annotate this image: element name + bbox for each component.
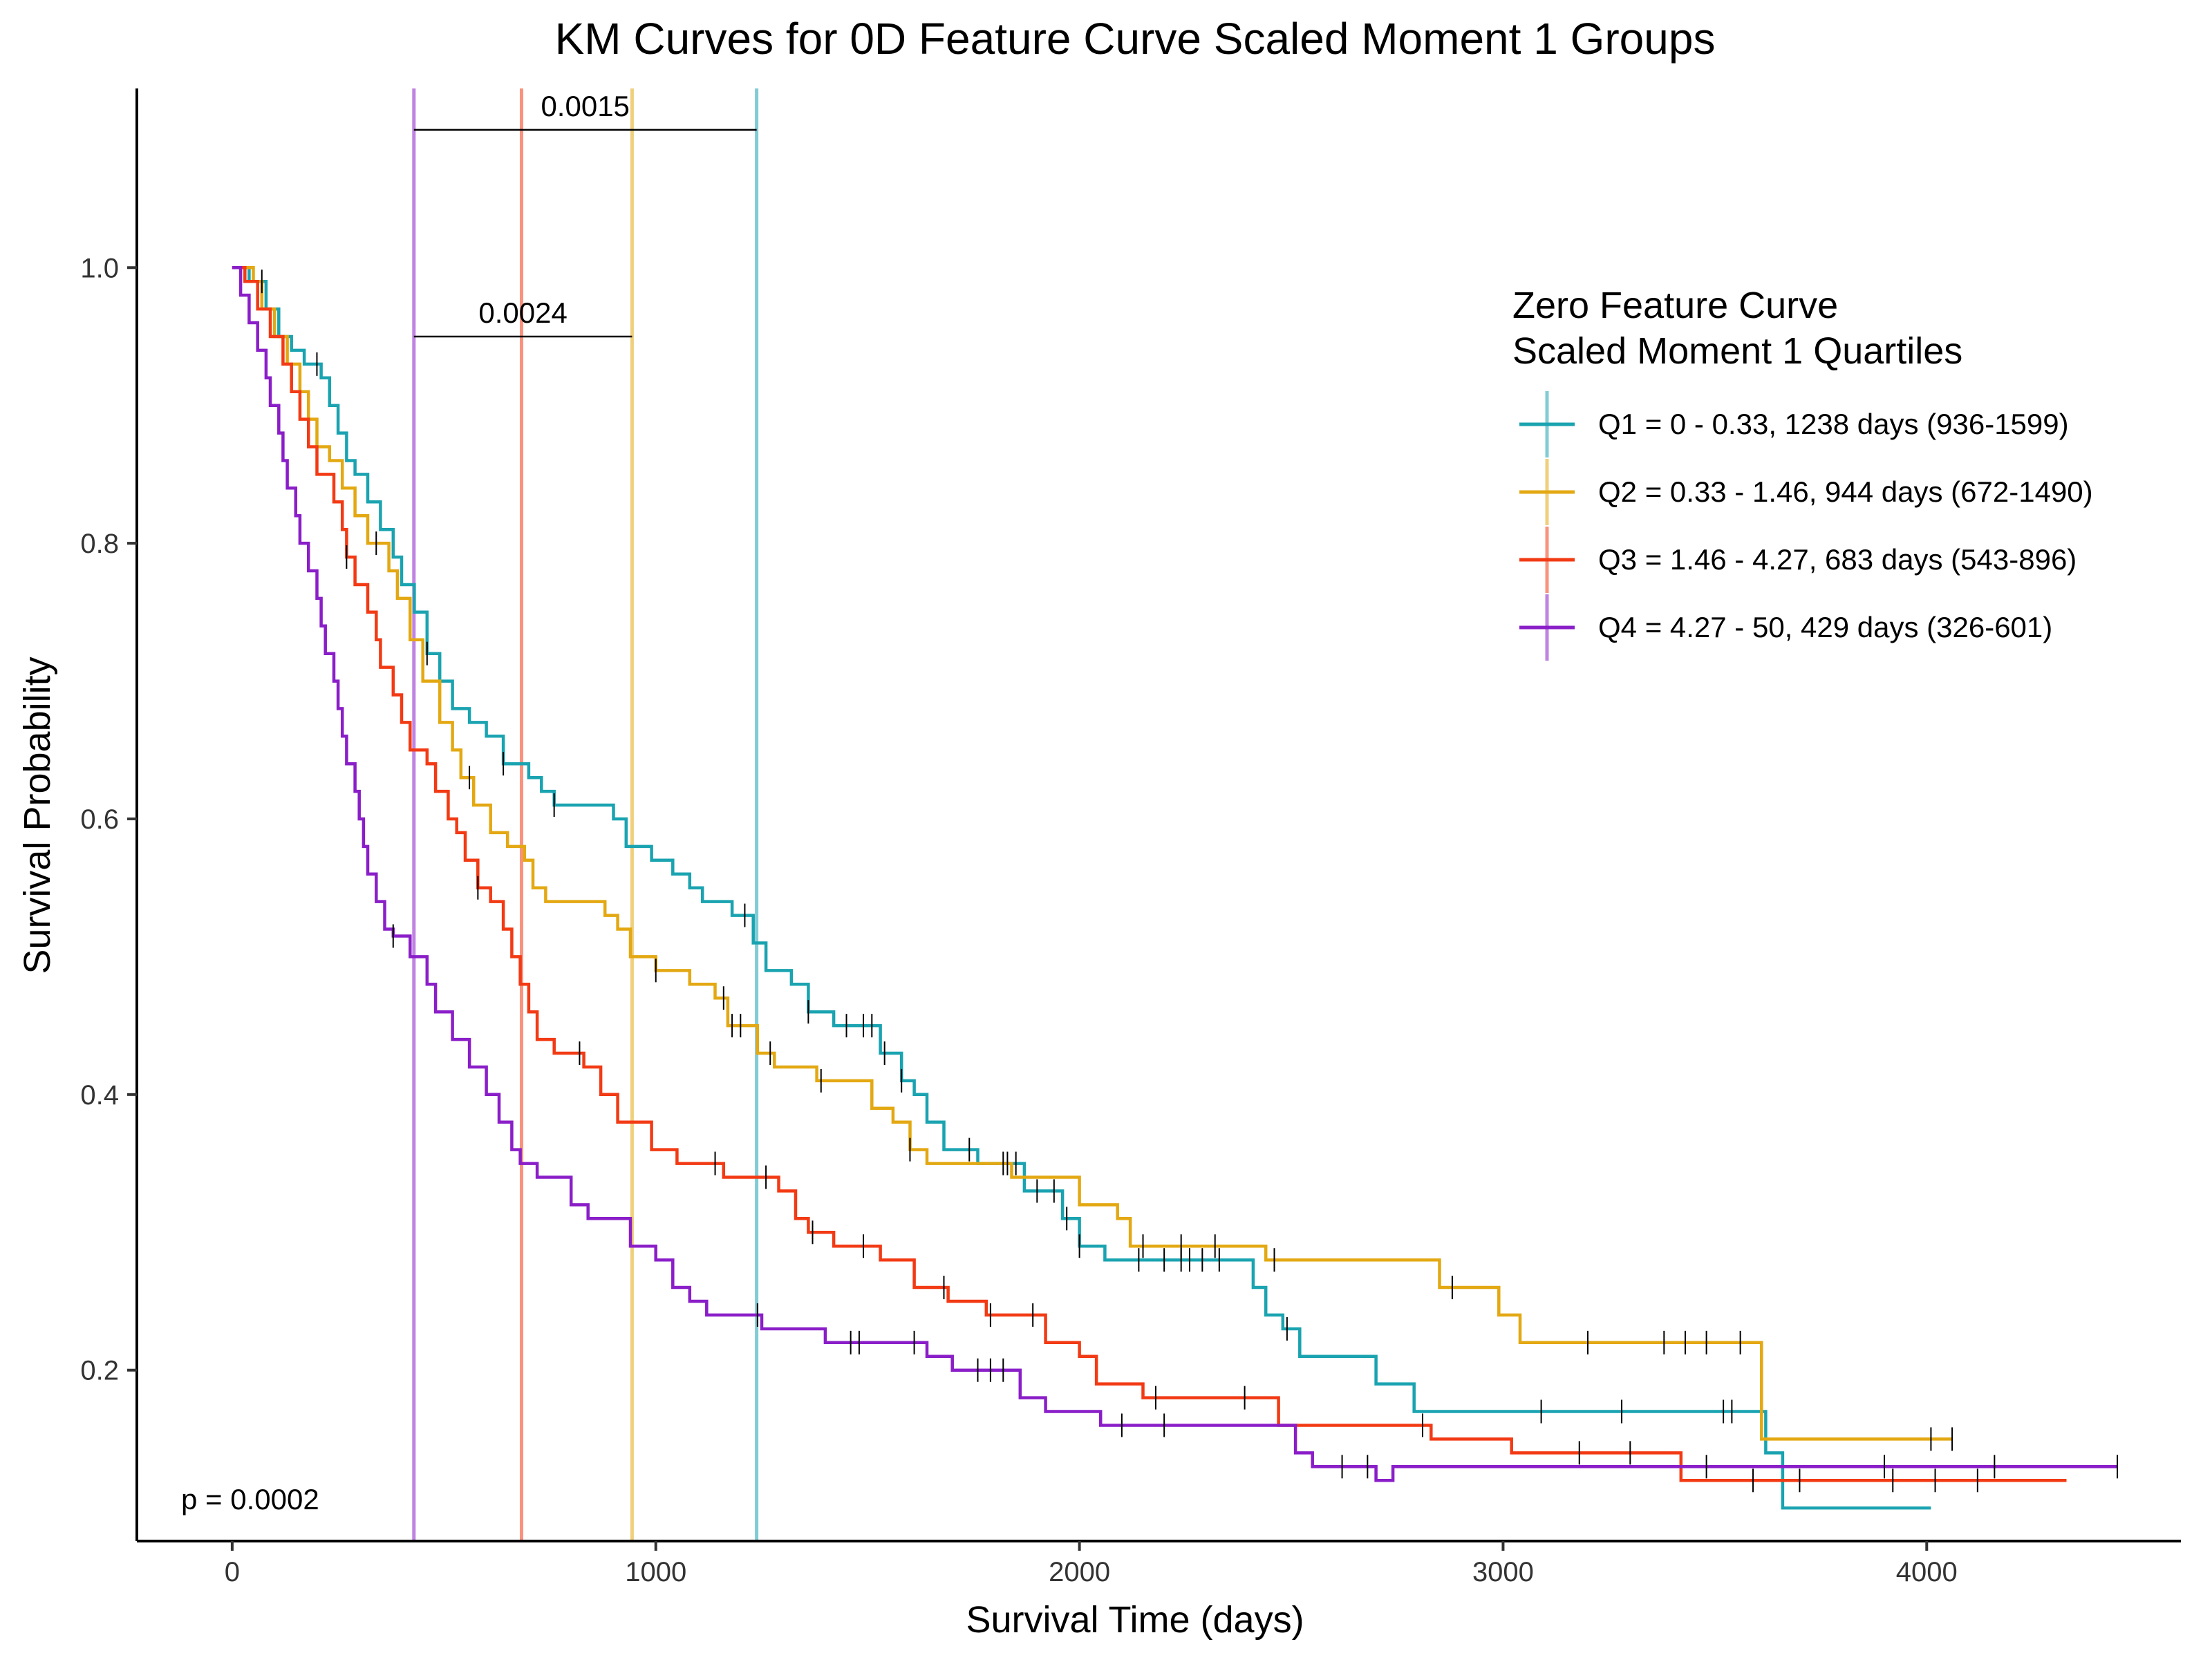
y-ticks: 0.2 0.4 0.6 0.8 1.0 [80, 253, 137, 1386]
plot-area: 0.0015 0.0024 [232, 88, 2119, 1541]
km-curve-q1 [232, 266, 1931, 1510]
pairwise-pvalue-label-2: 0.0024 [478, 296, 567, 329]
km-curve-q2 [232, 266, 1953, 1441]
chart-title: KM Curves for 0D Feature Curve Scaled Mo… [555, 14, 1716, 64]
x-axis-title: Survival Time (days) [966, 1599, 1304, 1641]
km-curve-q3 [232, 266, 2067, 1482]
x-tick-label-0: 0 [225, 1557, 240, 1587]
legend: Zero Feature Curve Scaled Moment 1 Quart… [1512, 285, 2093, 661]
pairwise-pvalue-label-1: 0.0015 [541, 90, 629, 122]
x-tick-label-2000: 2000 [1049, 1557, 1110, 1587]
x-ticks: 0 1000 2000 3000 4000 [225, 1541, 1958, 1587]
y-tick-label-1.0: 1.0 [80, 253, 119, 283]
y-tick-label-0.4: 0.4 [80, 1080, 119, 1111]
legend-label-q4: Q4 = 4.27 - 50, 429 days (326-601) [1598, 611, 2052, 643]
x-tick-label-4000: 4000 [1896, 1557, 1958, 1587]
km-curve-q4 [232, 266, 2118, 1482]
legend-label-q2: Q2 = 0.33 - 1.46, 944 days (672-1490) [1598, 475, 2093, 508]
legend-label-q3: Q3 = 1.46 - 4.27, 683 days (543-896) [1598, 543, 2077, 576]
x-tick-label-3000: 3000 [1472, 1557, 1534, 1587]
y-tick-label-0.2: 0.2 [80, 1356, 119, 1386]
p-value-label: p = 0.0002 [181, 1483, 319, 1515]
legend-title-line-1: Zero Feature Curve [1512, 285, 1838, 326]
x-tick-label-1000: 1000 [625, 1557, 686, 1587]
legend-label-q1: Q1 = 0 - 0.33, 1238 days (936-1599) [1598, 408, 2069, 440]
legend-keys [1519, 391, 1575, 661]
y-tick-label-0.8: 0.8 [80, 529, 119, 559]
y-axis-title: Survival Probability [17, 657, 58, 974]
y-tick-label-0.6: 0.6 [80, 804, 119, 835]
legend-title-line-2: Scaled Moment 1 Quartiles [1512, 330, 1962, 372]
